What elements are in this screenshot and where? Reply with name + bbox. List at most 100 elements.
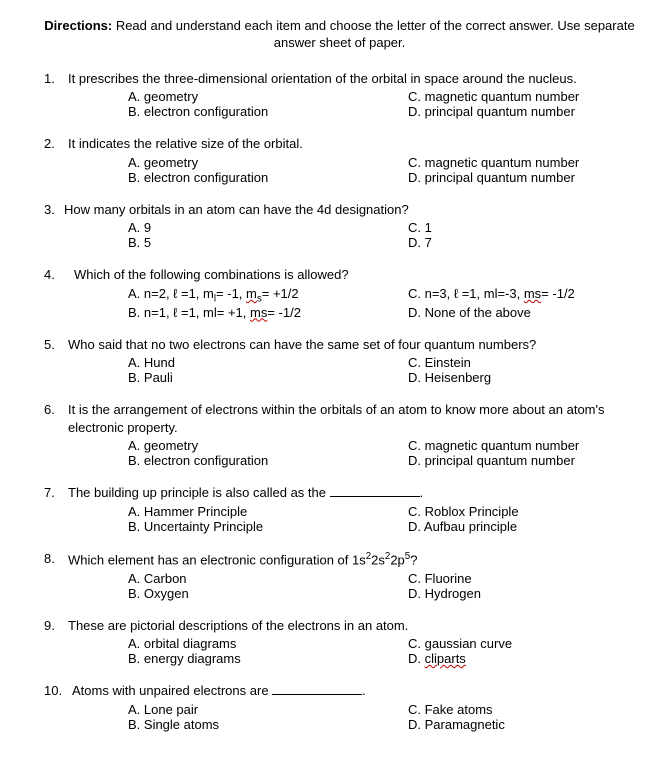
choice-d: D. cliparts <box>408 651 635 666</box>
q-number: 2. <box>44 135 68 153</box>
q-stem: Atoms with unpaired electrons are . <box>72 682 635 700</box>
choice-a: A. orbital diagrams <box>128 636 408 651</box>
q-stem: It prescribes the three-dimensional orie… <box>68 70 635 88</box>
wavy: ms <box>246 286 262 301</box>
choice-b: B. n=1, ℓ =1, ml= +1, ms= -1/2 <box>128 305 408 320</box>
choice-b: B. Uncertainty Principle <box>128 519 408 534</box>
choice-c: C. 1 <box>408 220 635 235</box>
choice-d: D. principal quantum number <box>408 170 635 185</box>
txt: D. <box>408 651 425 666</box>
choices: A. Carbon C. Fluorine B. Oxygen D. Hydro… <box>44 571 635 601</box>
choice-b: B. energy diagrams <box>128 651 408 666</box>
txt: = +1/2 <box>262 286 299 301</box>
directions: Directions: Read and understand each ite… <box>44 18 635 52</box>
question-5: 5. Who said that no two electrons can ha… <box>44 336 635 386</box>
directions-label: Directions: <box>44 18 112 33</box>
choice-b: B. 5 <box>128 235 408 250</box>
choice-c: C. Fluorine <box>408 571 635 586</box>
txt: 2s <box>371 552 385 567</box>
choice-c: C. n=3, ℓ =1, ml=-3, ms= -1/2 <box>408 286 635 305</box>
q-number: 10. <box>44 682 72 700</box>
choice-d: D. None of the above <box>408 305 635 320</box>
question-10: 10. Atoms with unpaired electrons are . … <box>44 682 635 732</box>
question-2: 2. It indicates the relative size of the… <box>44 135 635 185</box>
q-number: 6. <box>44 401 68 436</box>
question-1: 1. It prescribes the three-dimensional o… <box>44 70 635 120</box>
choice-b: B. electron configuration <box>128 104 408 119</box>
question-8: 8. Which element has an electronic confi… <box>44 550 635 601</box>
choice-c: C. magnetic quantum number <box>408 438 635 453</box>
txt: = -1/2 <box>267 305 301 320</box>
txt: A. n=2, ℓ =1, m <box>128 286 214 301</box>
choice-c: C. magnetic quantum number <box>408 89 635 104</box>
q-stem: The building up principle is also called… <box>68 484 635 502</box>
directions-text: Read and understand each item and choose… <box>112 18 634 50</box>
txt: ? <box>410 552 417 567</box>
choice-b: B. electron configuration <box>128 170 408 185</box>
choice-a: A. Hammer Principle <box>128 504 408 519</box>
choices: A. Lone pair C. Fake atoms B. Single ato… <box>44 702 635 732</box>
question-3: 3. How many orbitals in an atom can have… <box>44 201 635 251</box>
choice-c: C. Roblox Principle <box>408 504 635 519</box>
q-number: 1. <box>44 70 68 88</box>
q-stem: Who said that no two electrons can have … <box>68 336 635 354</box>
choice-a: A. geometry <box>128 89 408 104</box>
q-number: 9. <box>44 617 68 635</box>
txt: Which element has an electronic configur… <box>68 552 366 567</box>
txt: . <box>420 485 424 500</box>
txt: Atoms with unpaired electrons are <box>72 683 272 698</box>
txt: C. n=3, ℓ =1, ml=-3, <box>408 286 524 301</box>
choice-a: A. 9 <box>128 220 408 235</box>
q-number: 7. <box>44 484 68 502</box>
q-stem: It indicates the relative size of the or… <box>68 135 635 153</box>
q-stem: How many orbitals in an atom can have th… <box>64 201 635 219</box>
choices: A. geometry C. magnetic quantum number B… <box>44 155 635 185</box>
choice-a: A. n=2, ℓ =1, ml= -1, ms= +1/2 <box>128 286 408 305</box>
wavy: ms <box>524 286 541 301</box>
choice-d: D. Hydrogen <box>408 586 635 601</box>
txt: 2p <box>390 552 404 567</box>
wavy: cliparts <box>425 651 466 666</box>
q-number: 4. <box>44 266 68 284</box>
worksheet-page: Directions: Read and understand each ite… <box>0 0 665 766</box>
choices: A. Hund C. Einstein B. Pauli D. Heisenbe… <box>44 355 635 385</box>
q-stem: Which of the following combinations is a… <box>68 266 635 284</box>
question-6: 6. It is the arrangement of electrons wi… <box>44 401 635 468</box>
blank <box>330 485 420 498</box>
choice-c: C. Fake atoms <box>408 702 635 717</box>
choice-c: C. magnetic quantum number <box>408 155 635 170</box>
choices: A. Hammer Principle C. Roblox Principle … <box>44 504 635 534</box>
choice-a: A. geometry <box>128 155 408 170</box>
choice-b: B. Single atoms <box>128 717 408 732</box>
choice-b: B. Oxygen <box>128 586 408 601</box>
wavy: ms <box>250 305 267 320</box>
choices: A. geometry C. magnetic quantum number B… <box>44 438 635 468</box>
choices: A. orbital diagrams C. gaussian curve B.… <box>44 636 635 666</box>
choice-c: C. gaussian curve <box>408 636 635 651</box>
choice-d: D. Aufbau principle <box>408 519 635 534</box>
choice-d: D. principal quantum number <box>408 453 635 468</box>
q-number: 8. <box>44 550 68 569</box>
q-stem: It is the arrangement of electrons withi… <box>68 401 635 436</box>
choice-c: C. Einstein <box>408 355 635 370</box>
question-9: 9. These are pictorial descriptions of t… <box>44 617 635 667</box>
question-4: 4. Which of the following combinations i… <box>44 266 635 319</box>
choice-b: B. Pauli <box>128 370 408 385</box>
choices: A. 9 C. 1 B. 5 D. 7 <box>44 220 635 250</box>
txt: . <box>362 683 366 698</box>
choice-d: D. principal quantum number <box>408 104 635 119</box>
txt: = -1, <box>216 286 246 301</box>
choice-a: A. Lone pair <box>128 702 408 717</box>
choice-a: A. Hund <box>128 355 408 370</box>
question-7: 7. The building up principle is also cal… <box>44 484 635 534</box>
q-stem: Which element has an electronic configur… <box>68 550 635 569</box>
q-stem: These are pictorial descriptions of the … <box>68 617 635 635</box>
choice-d: D. Heisenberg <box>408 370 635 385</box>
txt: m <box>246 286 257 301</box>
choice-d: D. Paramagnetic <box>408 717 635 732</box>
blank <box>272 682 362 695</box>
choice-a: A. geometry <box>128 438 408 453</box>
choice-b: B. electron configuration <box>128 453 408 468</box>
txt: B. n=1, ℓ =1, ml= +1, <box>128 305 250 320</box>
txt: = -1/2 <box>541 286 575 301</box>
